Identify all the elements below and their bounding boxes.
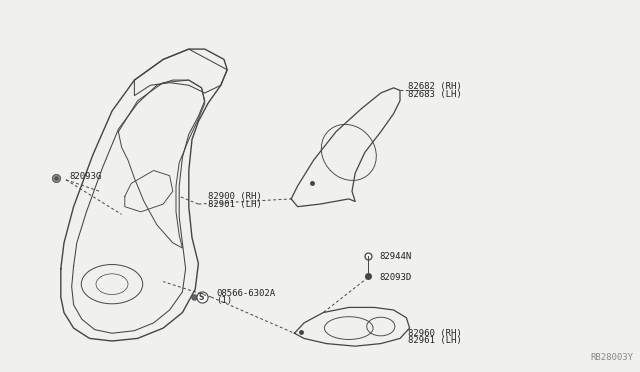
Text: S: S [199,293,204,302]
Text: 82682 (RH): 82682 (RH) [408,82,462,91]
Text: (1): (1) [216,296,232,305]
Text: RB28003Y: RB28003Y [591,353,634,362]
Text: 82960 (RH): 82960 (RH) [408,329,462,338]
Text: 82093G: 82093G [69,172,101,181]
Text: 82093D: 82093D [379,273,411,282]
Text: 82944N: 82944N [379,252,411,261]
Text: 82900 (RH): 82900 (RH) [208,192,262,201]
Text: 08566-6302A: 08566-6302A [216,289,275,298]
Text: 82683 (LH): 82683 (LH) [408,90,462,99]
Text: 82961 (LH): 82961 (LH) [408,336,462,345]
Text: 82901 (LH): 82901 (LH) [208,200,262,209]
